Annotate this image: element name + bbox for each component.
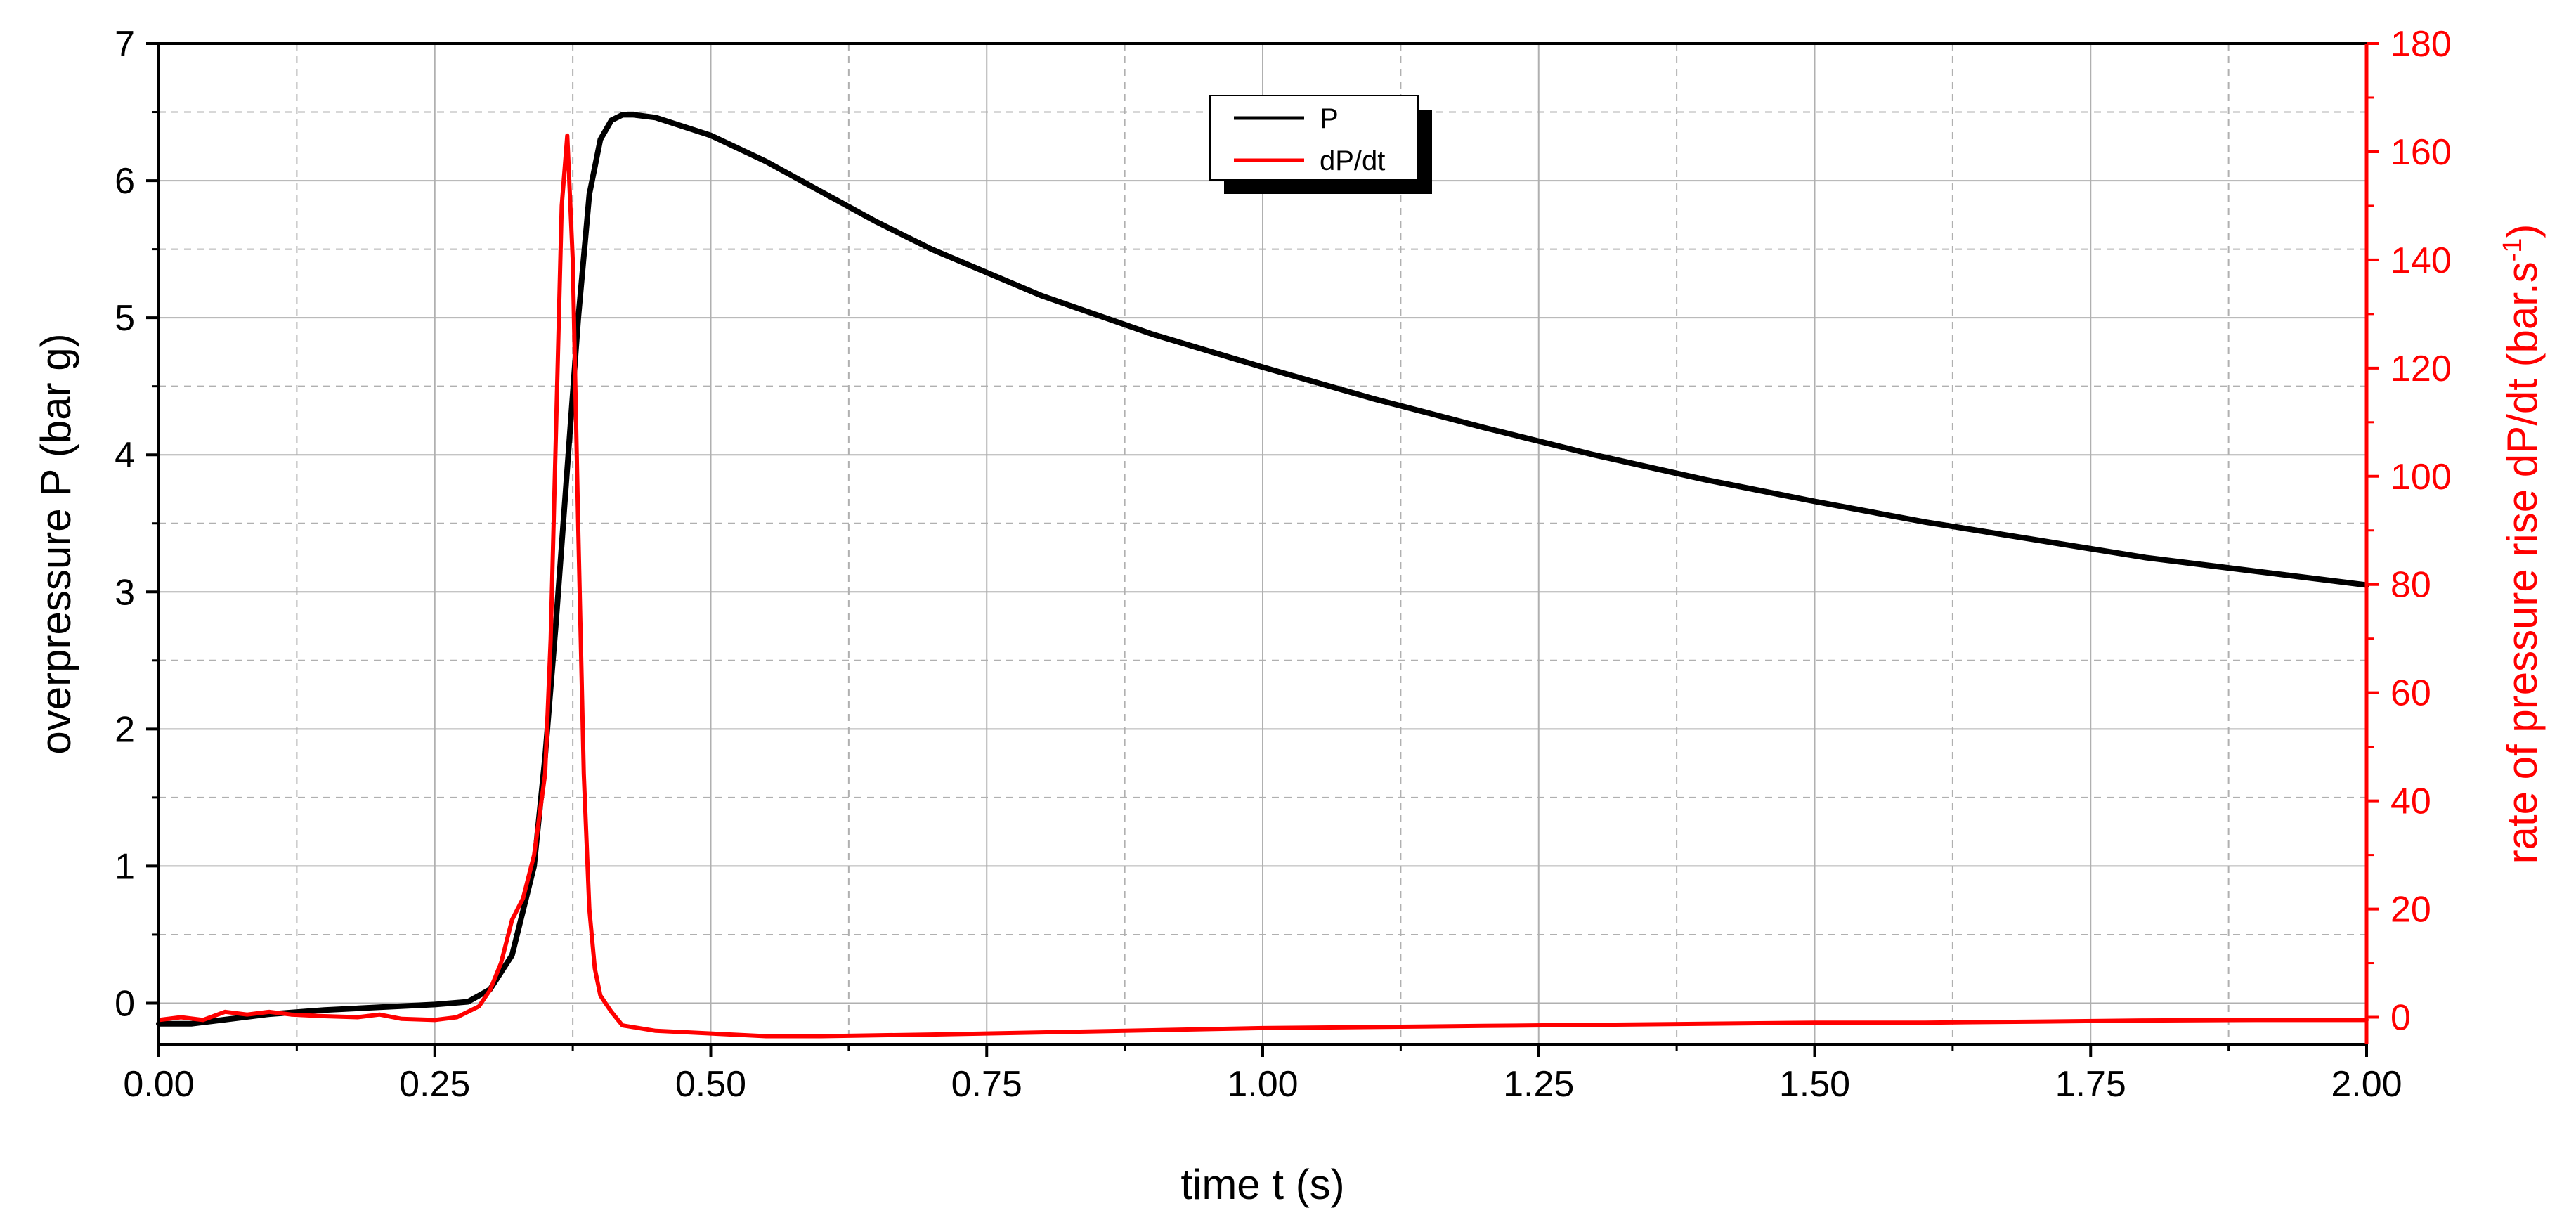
y-axis-title: overpressure P (bar g) — [32, 333, 79, 754]
y2-axis-title-main: rate of pressure rise dP/dt (bar.s — [2499, 261, 2546, 864]
y-tick-label: 0 — [115, 983, 135, 1024]
y-tick-label: 2 — [115, 709, 135, 750]
y2-axis-title-sup: -1 — [2498, 238, 2528, 262]
y2-tick-label: 180 — [2390, 24, 2452, 65]
x-axis-title: time t (s) — [1180, 1161, 1344, 1208]
x-tick-label: 0.25 — [399, 1064, 470, 1105]
y2-tick-label: 20 — [2390, 890, 2431, 930]
y2-tick-label: 140 — [2390, 240, 2452, 281]
y2-tick-label: 100 — [2390, 457, 2452, 498]
x-tick-label: 0.00 — [123, 1064, 194, 1105]
legend: P dP/dt — [1209, 95, 1432, 194]
y2-tick-label: 160 — [2390, 132, 2452, 173]
y-tick-label: 3 — [115, 572, 135, 613]
series-line-dPdt — [157, 133, 2369, 1039]
x-tick-label: 1.75 — [2055, 1064, 2126, 1105]
x-tick-label: 1.25 — [1503, 1064, 1574, 1105]
legend-label-dPdt: dP/dt — [1320, 145, 1385, 176]
legend-box — [1209, 95, 1419, 181]
y2-tick-label: 120 — [2390, 349, 2452, 389]
series-layer — [156, 112, 2369, 1039]
x-tick-label: 0.50 — [675, 1064, 746, 1105]
y-tick-label: 1 — [115, 846, 135, 887]
y2-tick-label: 40 — [2390, 781, 2431, 822]
y-tick-label: 4 — [115, 435, 135, 476]
y2-axis-title-end: ) — [2499, 224, 2546, 238]
y-tick-label: 5 — [115, 298, 135, 339]
y2-axis-title: rate of pressure rise dP/dt (bar.s-1) — [2498, 224, 2546, 864]
x-tick-label: 1.00 — [1227, 1064, 1298, 1105]
legend-label-P: P — [1320, 103, 1339, 134]
x-tick-label: 1.50 — [1779, 1064, 1850, 1105]
y-tick-label: 6 — [115, 161, 135, 202]
x-tick-label: 0.75 — [951, 1064, 1022, 1105]
y-tick-label: 7 — [115, 24, 135, 65]
axes: 0.00 0.25 0.50 0.75 1.00 1.25 1.50 1.75 2.00 0 1 2 3… — [115, 24, 2452, 1105]
x-tick-label: 2.00 — [2331, 1064, 2402, 1105]
y2-tick-label: 0 — [2390, 998, 2411, 1039]
y2-tick-label: 80 — [2390, 565, 2431, 606]
y2-tick-label: 60 — [2390, 673, 2431, 714]
series-line-P — [156, 112, 2369, 1027]
